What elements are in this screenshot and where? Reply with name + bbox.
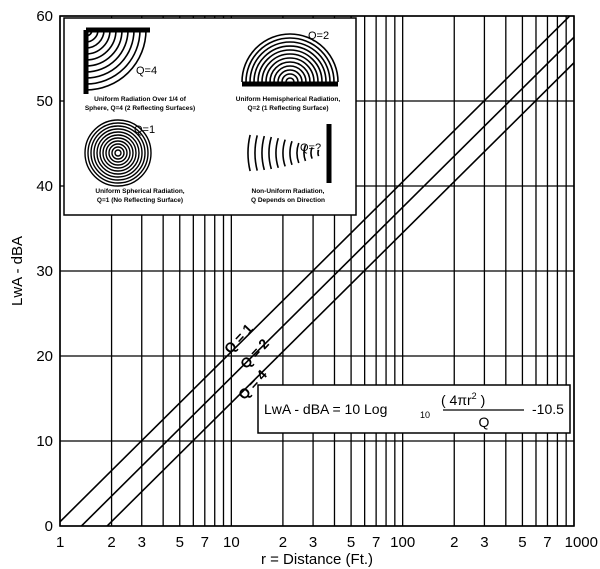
hemisphere-arc: [277, 69, 303, 83]
directional-arc: [247, 134, 251, 172]
y-tick-labels: 0 10 20 30 40 50 60: [36, 8, 53, 535]
quarter-arc: [85, 29, 111, 55]
inset-q-label-quarter: Q=4: [136, 65, 157, 77]
sphere-ring: [114, 149, 122, 157]
x-tick-label: 1000: [565, 534, 598, 551]
quarter-sphere-icon: [83, 27, 150, 94]
x-tick-label: 2: [279, 534, 287, 551]
x-tick-label: 3: [480, 534, 488, 551]
inset-caption-sphere-line2: Q=1 (No Reflecting Surface): [97, 197, 183, 204]
directional-arc: [261, 135, 266, 171]
y-tick-label: 20: [36, 348, 53, 365]
hemisphere-arc: [269, 61, 311, 83]
y-tick-label: 0: [45, 518, 53, 535]
quarter-arc: [85, 29, 117, 61]
series-lines: [60, 16, 574, 526]
x-tick-label: 2: [107, 534, 115, 551]
x-tick-label: 100: [390, 534, 415, 551]
x-tick-label: 2: [450, 534, 458, 551]
formula-box: LwA - dBA = 10 Log 10 ( 4πr2 ) Q -10.5: [257, 384, 571, 434]
directional-arc: [317, 149, 320, 157]
formula-numerator: ( 4πr2 ): [441, 391, 485, 408]
quarter-arc: [85, 29, 141, 85]
x-tick-label: 10: [223, 534, 240, 551]
sphere-ring: [90, 125, 146, 181]
hemisphere-arc: [245, 37, 335, 83]
sphere-ring: [108, 143, 128, 163]
y-axis-title: LwA - dBA: [9, 236, 26, 306]
quarter-arc: [85, 29, 135, 79]
directional-arc: [310, 147, 313, 159]
x-tick-label: 5: [347, 534, 355, 551]
x-tick-label: 7: [543, 534, 551, 551]
formula-subscript: 10: [420, 410, 430, 420]
inset-panel: Q=4 Uniform Radiation Over 1/4 of Sphere…: [63, 17, 357, 216]
y-tick-label: 30: [36, 263, 53, 280]
directional-arc: [296, 142, 300, 164]
sphere-ring: [84, 119, 152, 187]
hemisphere-arc: [265, 57, 315, 83]
x-tick-label: 3: [309, 534, 317, 551]
y-tick-label: 50: [36, 93, 53, 110]
hemisphere-arc: [273, 65, 307, 83]
hemisphere-arc: [261, 53, 319, 83]
y-tick-label: 10: [36, 433, 53, 450]
sphere-ring: [87, 122, 149, 184]
quarter-arc: [85, 29, 147, 91]
directional-arc: [289, 140, 293, 166]
directional-arc: [254, 135, 258, 171]
hemisphere-arc: [285, 77, 295, 83]
formula-denominator: Q: [479, 414, 490, 430]
inset-caption-hemisphere-line1: Uniform Hemispherical Radiation,: [236, 96, 341, 103]
inset-caption-directional-line2: Q Depends on Direction: [251, 197, 325, 204]
directional-icon: [247, 124, 332, 183]
inset-caption-hemisphere-line2: Q=2 (1 Reflecting Surface): [247, 105, 328, 112]
hemisphere-icon: [241, 33, 339, 87]
hemisphere-arc: [281, 73, 299, 83]
hemisphere-arc: [257, 49, 323, 83]
formula-tail: -10.5: [532, 401, 564, 417]
x-tick-labels: 1 2 3 5 7 10 2 3 5 7 100 2 3 5 7 1000: [56, 534, 598, 551]
inset-frame: [63, 17, 357, 216]
formula-lhs: LwA - dBA = 10 Log: [264, 401, 387, 417]
x-tick-label: 5: [518, 534, 526, 551]
x-axis-title: r = Distance (Ft.): [261, 551, 373, 568]
sphere-ring: [111, 146, 125, 160]
plot-frame: [59, 15, 575, 527]
directional-arc: [275, 137, 280, 169]
inset-caption-directional-line1: Non-Uniform Radiation,: [252, 188, 325, 195]
hemisphere-arc: [253, 45, 327, 83]
sphere-ring: [93, 128, 143, 178]
directional-arc: [303, 144, 307, 162]
directional-arc: [282, 139, 286, 167]
sphere-ring: [102, 137, 134, 169]
directional-arc: [268, 136, 273, 170]
sphere-icon: [84, 119, 152, 187]
hemisphere-arc: [241, 33, 339, 83]
inset-q-label-hemisphere: Q=2: [308, 30, 329, 42]
x-tick-label: 3: [138, 534, 146, 551]
x-tick-label: 5: [176, 534, 184, 551]
x-tick-label: 7: [201, 534, 209, 551]
series-line: [60, 16, 571, 523]
sphere-ring: [99, 134, 137, 172]
quarter-arc: [85, 29, 129, 73]
x-tick-label: 1: [56, 534, 64, 551]
sphere-ring: [96, 131, 140, 175]
y-tick-label: 60: [36, 8, 53, 25]
y-tick-label: 40: [36, 178, 53, 195]
inset-caption-quarter-line1: Uniform Radiation Over 1/4 of: [94, 96, 187, 103]
hemisphere-arc: [249, 41, 331, 83]
inset-caption-quarter-line2: Sphere, Q=4 (2 Reflecting Surfaces): [85, 105, 195, 112]
sphere-ring: [105, 140, 131, 166]
series-line: [105, 62, 574, 526]
inset-q-label-sphere: Q=1: [134, 124, 155, 136]
quarter-arc: [85, 29, 123, 67]
inset-caption-sphere-line1: Uniform Spherical Radiation,: [95, 188, 184, 195]
inset-q-label-directional: Q=?: [300, 142, 321, 154]
x-tick-label: 7: [372, 534, 380, 551]
series-line: [80, 36, 574, 526]
